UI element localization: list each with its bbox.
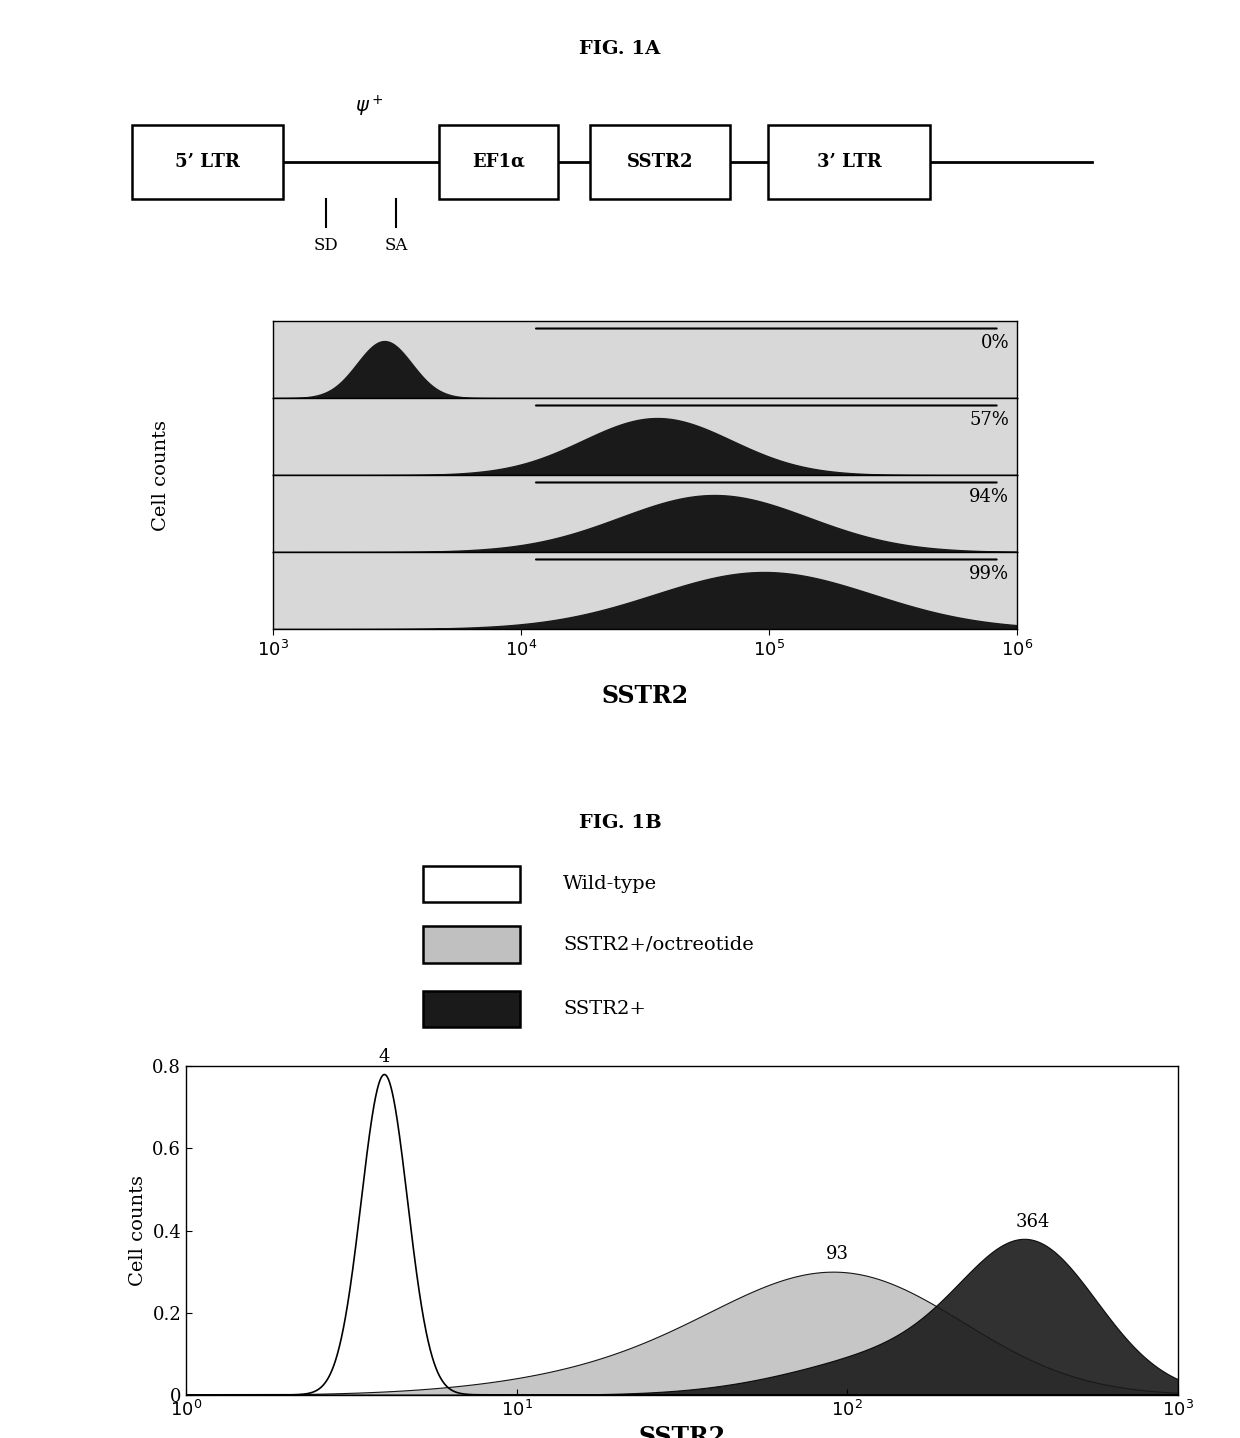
FancyBboxPatch shape: [439, 125, 558, 198]
Y-axis label: Cell counts: Cell counts: [129, 1175, 146, 1286]
Text: FIG. 1A: FIG. 1A: [579, 40, 661, 59]
Text: 364: 364: [1016, 1212, 1050, 1231]
Text: SSTR2: SSTR2: [627, 152, 693, 171]
X-axis label: SSTR2: SSTR2: [639, 1425, 725, 1438]
Text: 94%: 94%: [970, 487, 1009, 506]
FancyBboxPatch shape: [423, 926, 520, 962]
FancyBboxPatch shape: [590, 125, 730, 198]
FancyBboxPatch shape: [131, 125, 283, 198]
Text: 0%: 0%: [981, 334, 1009, 352]
Text: FIG. 1B: FIG. 1B: [579, 814, 661, 833]
Text: SA: SA: [384, 237, 408, 253]
Text: 99%: 99%: [970, 565, 1009, 584]
Text: SSTR2+/octreotide: SSTR2+/octreotide: [563, 935, 754, 953]
Text: SSTR2: SSTR2: [601, 683, 688, 707]
Text: SD: SD: [314, 237, 339, 253]
Text: 5’ LTR: 5’ LTR: [175, 152, 239, 171]
Text: Wild-type: Wild-type: [563, 874, 657, 893]
Text: 3’ LTR: 3’ LTR: [817, 152, 882, 171]
Text: 4: 4: [378, 1048, 391, 1067]
Text: $\psi^+$: $\psi^+$: [355, 93, 383, 119]
Text: EF1α: EF1α: [472, 152, 525, 171]
Text: 57%: 57%: [970, 411, 1009, 429]
FancyBboxPatch shape: [423, 866, 520, 902]
Text: Cell counts: Cell counts: [153, 420, 170, 531]
Text: SSTR2+: SSTR2+: [563, 999, 646, 1018]
FancyBboxPatch shape: [768, 125, 930, 198]
FancyBboxPatch shape: [423, 991, 520, 1027]
Text: 93: 93: [826, 1245, 849, 1264]
